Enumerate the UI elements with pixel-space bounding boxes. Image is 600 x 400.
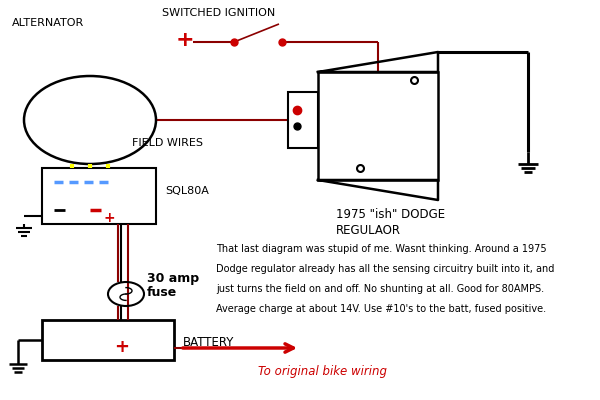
Bar: [42, 168, 156, 224]
Text: ALTERNATOR: ALTERNATOR: [12, 18, 84, 28]
Text: That last diagram was stupid of me. Wasnt thinking. Around a 1975: That last diagram was stupid of me. Wasn…: [216, 244, 547, 254]
Text: +: +: [175, 30, 194, 50]
Text: 1975 "ish" DODGE: 1975 "ish" DODGE: [336, 208, 445, 221]
Bar: [288, 92, 318, 148]
Bar: [318, 72, 438, 180]
Text: To original bike wiring: To original bike wiring: [258, 365, 387, 378]
Text: fuse: fuse: [147, 286, 177, 299]
Text: REGULAOR: REGULAOR: [336, 224, 401, 237]
Text: SQL80A: SQL80A: [165, 186, 209, 196]
Text: FIELD WIRES: FIELD WIRES: [132, 138, 203, 148]
Text: Dodge regulator already has all the sensing circuitry built into it, and: Dodge regulator already has all the sens…: [216, 264, 554, 274]
Text: SWITCHED IGNITION: SWITCHED IGNITION: [162, 8, 275, 18]
Text: +: +: [103, 211, 115, 225]
Text: BATTERY: BATTERY: [183, 336, 235, 349]
Text: 30 amp: 30 amp: [147, 272, 199, 285]
Text: just turns the field on and off. No shunting at all. Good for 80AMPS.: just turns the field on and off. No shun…: [216, 284, 544, 294]
Text: +: +: [115, 338, 130, 356]
Text: Average charge at about 14V. Use #10's to the batt, fused positive.: Average charge at about 14V. Use #10's t…: [216, 304, 546, 314]
Bar: [42, 320, 174, 360]
